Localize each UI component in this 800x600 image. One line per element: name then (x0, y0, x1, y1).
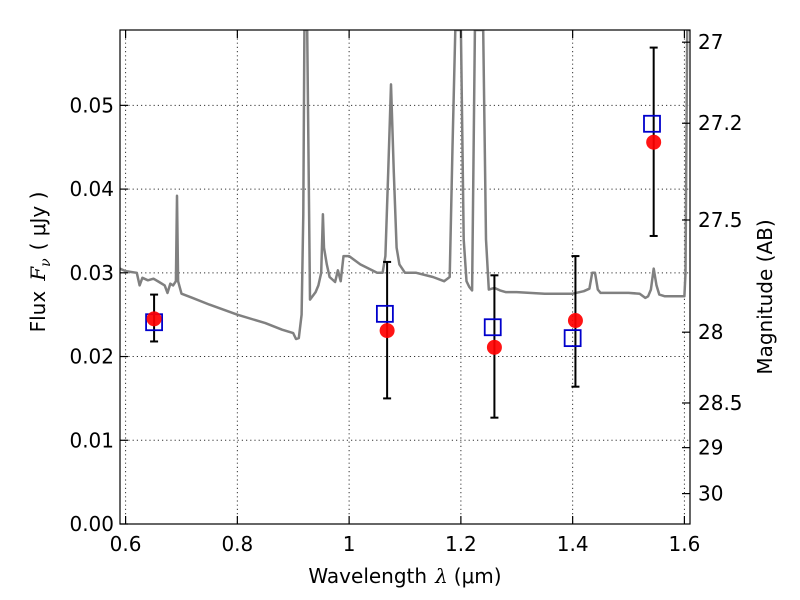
x-tick-label: 1.2 (445, 532, 477, 556)
x-axis-title: Wavelength λ (μm) (308, 564, 501, 588)
y2-axis-title: Magnitude (AB) (753, 219, 777, 374)
model-square-marker (483, 318, 502, 337)
model-square-marker (643, 114, 661, 133)
x-tick-label: 0.8 (221, 532, 253, 556)
model-square-marker (563, 329, 582, 348)
y2-tick-label: 27.5 (698, 208, 743, 232)
y2-tick-label: 29 (698, 436, 723, 460)
spectrum-layer (120, 30, 690, 341)
grid-layer (120, 30, 690, 525)
y-tick-label: 0.05 (69, 93, 114, 117)
x-axis-title-unit: (μm) (454, 564, 502, 588)
x-axis-title-text: Wavelength (308, 564, 427, 588)
y-axis-title: Flux Fν ( μJy ) (26, 192, 54, 333)
y-axis-title-symbol: F (26, 266, 50, 282)
spectrum-line (120, 30, 690, 341)
x-tick-label: 1.4 (557, 532, 589, 556)
y-tick-label: 0.04 (69, 177, 114, 201)
x-axis-title-symbol: λ (434, 564, 448, 588)
y2-tick-label: 27.2 (698, 111, 743, 135)
y2-tick-label: 28.5 (698, 391, 743, 415)
x-tick-label: 1.6 (669, 532, 701, 556)
y2-tick-label: 30 (698, 482, 723, 506)
marker-layer (145, 114, 662, 355)
y-tick-label: 0.00 (69, 512, 114, 536)
x-tick-label: 0.6 (110, 532, 142, 556)
observed-point-marker (486, 339, 502, 355)
observed-point-marker (146, 311, 162, 327)
y-tick-label: 0.03 (69, 261, 114, 285)
y2-tick-label: 28 (698, 320, 723, 344)
y-tick-label: 0.01 (69, 428, 114, 452)
y-axis-title-subscript: ν (38, 258, 54, 267)
y2-tick-label: 27 (698, 30, 723, 54)
plot-frame (119, 29, 691, 525)
x-tick-label: 1 (343, 532, 356, 556)
y-axis-title-unit: ( μJy ) (26, 192, 50, 251)
observed-point-marker (646, 134, 662, 150)
tick-layer: 0.6 0.8 1 1.2 1.4 1.6 0.00 0.01 0.02 0.03 0.04 0.05… (69, 30, 743, 556)
model-square-marker (375, 304, 394, 323)
y-axis-title-text: Flux (26, 291, 50, 333)
errorbar-layer (150, 46, 658, 419)
y-tick-label: 0.02 (69, 345, 114, 369)
observed-point-marker (379, 323, 395, 339)
observed-point-marker (567, 313, 583, 329)
